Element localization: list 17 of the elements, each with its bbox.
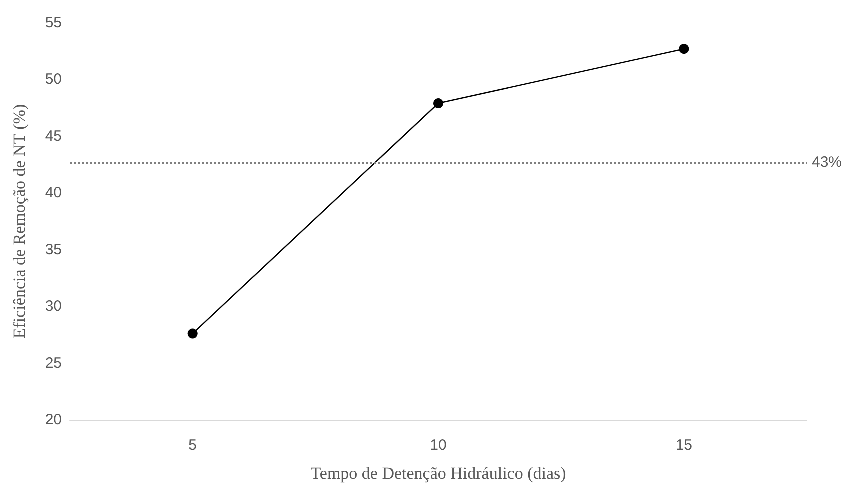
ref-line-label: 43%: [812, 154, 842, 172]
x-tick-label: 10: [430, 437, 447, 454]
point: [434, 98, 444, 109]
y-tick-label: 50: [45, 71, 62, 88]
x-tick-label: 15: [676, 437, 693, 454]
y-tick-label: 55: [45, 14, 62, 32]
point: [679, 44, 690, 54]
y-tick-label: 35: [45, 241, 62, 258]
y-tick-label: 30: [45, 298, 62, 316]
x-axis-title: Tempo de Detenção Hidráulico (dias): [310, 464, 566, 483]
point: [188, 328, 198, 339]
x-tick-label: 5: [188, 437, 198, 454]
y-tick-label: 20: [45, 412, 62, 428]
y-tick-label: 40: [45, 184, 62, 202]
y-tick-label: 45: [45, 128, 62, 145]
y-axis-title: Eficiência de Remoção de NT (%): [10, 104, 29, 339]
y-tick-label: 25: [45, 354, 62, 372]
